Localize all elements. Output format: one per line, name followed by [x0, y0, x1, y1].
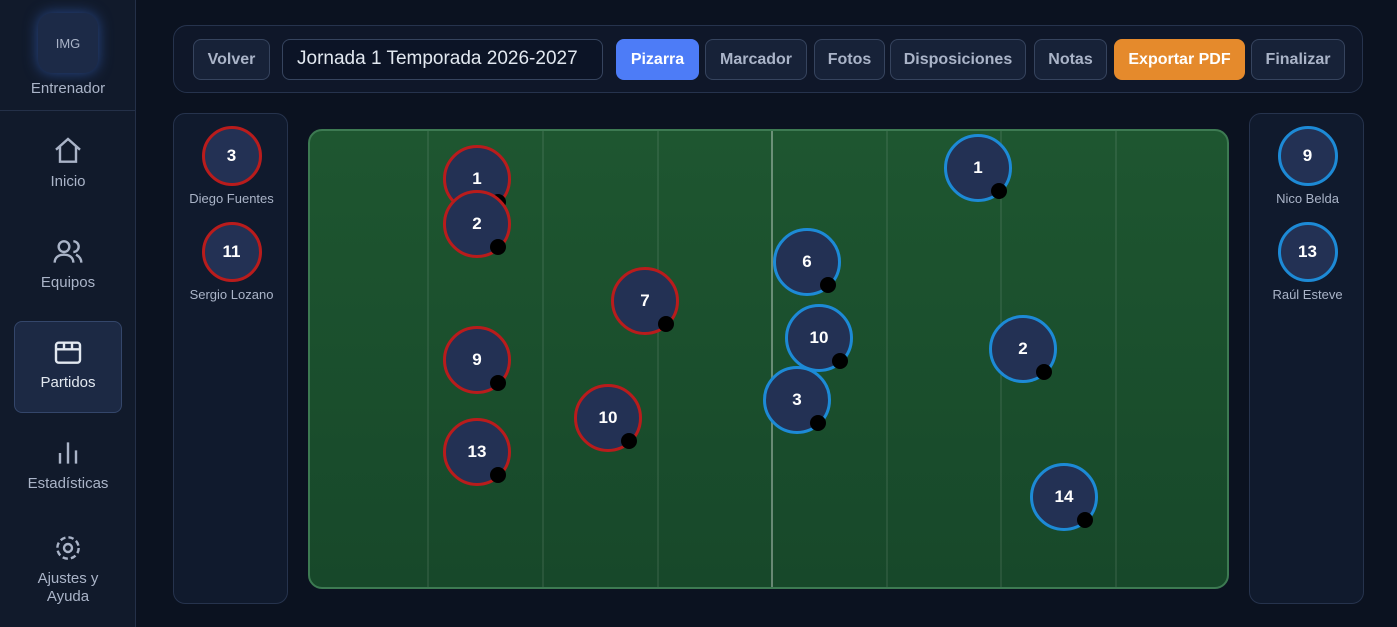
- player-badge: [1036, 364, 1052, 380]
- field-player[interactable]: 1: [944, 134, 1012, 202]
- nav-label: Estadísticas: [27, 475, 109, 492]
- back-button[interactable]: Volver: [193, 39, 270, 80]
- tab[interactable]: Disposiciones: [890, 39, 1026, 80]
- tab[interactable]: Marcador: [705, 39, 807, 80]
- tab[interactable]: Pizarra: [616, 39, 699, 80]
- match-title[interactable]: Jornada 1 Temporada 2026-2027: [282, 39, 603, 80]
- bench-left: 3 Diego Fuentes 11 Sergio Lozano: [173, 113, 288, 604]
- field-line: [886, 131, 888, 587]
- player-number: 1: [472, 169, 482, 188]
- field-line: [427, 131, 429, 587]
- nav-label: Equipos: [40, 274, 96, 291]
- tab[interactable]: Notas: [1034, 39, 1107, 80]
- bench-right: 9 Nico Belda 13 Raúl Esteve: [1249, 113, 1364, 604]
- field-player[interactable]: 9: [443, 326, 511, 394]
- field-player[interactable]: 13: [443, 418, 511, 486]
- player-number: 9: [1277, 126, 1338, 186]
- role: Entrenador: [30, 80, 106, 97]
- player-number: 11: [201, 222, 262, 282]
- player-number: 3: [792, 390, 802, 409]
- nav-label: Partidos: [40, 374, 96, 391]
- player-badge: [820, 277, 836, 293]
- field-player[interactable]: 3: [763, 366, 831, 434]
- player-badge: [621, 433, 637, 449]
- player-badge: [658, 316, 674, 332]
- nav-item[interactable]: Inicio: [14, 121, 122, 213]
- player-badge: [832, 353, 848, 369]
- player-badge: [810, 415, 826, 431]
- halfway-line: [771, 131, 773, 587]
- bench-player[interactable]: 11 Sergio Lozano: [174, 210, 289, 302]
- player-badge: [991, 183, 1007, 199]
- field: 1 2 7 9 10 13 1 6 10 3 2 14: [308, 129, 1229, 589]
- nav-item[interactable]: Ajustes y Ayuda: [14, 518, 122, 610]
- toolbar: Volver Jornada 1 Temporada 2026-2027 Piz…: [173, 25, 1363, 93]
- sidebar: IMG Entrenador Inicio Equipos Partidos Esta…: [0, 0, 136, 627]
- field-player[interactable]: 7: [611, 267, 679, 335]
- field-player[interactable]: 2: [443, 190, 511, 258]
- player-name: Diego Fuentes: [189, 191, 274, 206]
- tab[interactable]: Finalizar: [1251, 39, 1345, 80]
- player-number: 10: [809, 328, 829, 347]
- tab[interactable]: Exportar PDF: [1114, 39, 1245, 80]
- nav-label: Ajustes y Ayuda: [37, 570, 99, 605]
- field-player[interactable]: 14: [1030, 463, 1098, 531]
- field-line: [542, 131, 544, 587]
- player-number: 9: [472, 350, 482, 369]
- player-number: 10: [598, 408, 618, 427]
- player-badge: [490, 239, 506, 255]
- player-name: Nico Belda: [1276, 191, 1339, 206]
- player-number: 13: [467, 442, 487, 461]
- nav-icon: [53, 240, 83, 263]
- nav-label: Inicio: [50, 173, 86, 190]
- nav-icon: [58, 442, 78, 464]
- field-player[interactable]: 10: [785, 304, 853, 372]
- player-number: 14: [1054, 487, 1074, 506]
- avatar: IMG: [38, 13, 98, 73]
- nav-item[interactable]: Partidos: [14, 321, 122, 413]
- nav-item[interactable]: Equipos: [14, 222, 122, 314]
- player-badge: [1077, 512, 1093, 528]
- player-number: 2: [472, 214, 482, 233]
- player-badge: [490, 467, 506, 483]
- tab[interactable]: Fotos: [814, 39, 885, 80]
- player-number: 13: [1277, 222, 1338, 282]
- bench-player[interactable]: 9 Nico Belda: [1250, 114, 1365, 206]
- nav-icon: [54, 341, 82, 364]
- bench-player[interactable]: 13 Raúl Esteve: [1250, 210, 1365, 302]
- player-number: 7: [640, 291, 650, 310]
- field-line: [657, 131, 659, 587]
- player-badge: [490, 375, 506, 391]
- player-number: 2: [1018, 339, 1028, 358]
- player-number: 1: [973, 158, 983, 177]
- player-name: Sergio Lozano: [189, 287, 274, 302]
- divider: [0, 110, 136, 111]
- player-name: Raúl Esteve: [1272, 287, 1343, 302]
- field-player[interactable]: 10: [574, 384, 642, 452]
- nav-icon: [56, 536, 80, 560]
- nav-item[interactable]: Estadísticas: [14, 423, 122, 515]
- bench-player[interactable]: 3 Diego Fuentes: [174, 114, 289, 206]
- field-line: [1115, 131, 1117, 587]
- nav-icon: [55, 137, 81, 163]
- player-number: 6: [802, 252, 812, 271]
- field-player[interactable]: 2: [989, 315, 1057, 383]
- field-player[interactable]: 6: [773, 228, 841, 296]
- player-number: 3: [201, 126, 262, 186]
